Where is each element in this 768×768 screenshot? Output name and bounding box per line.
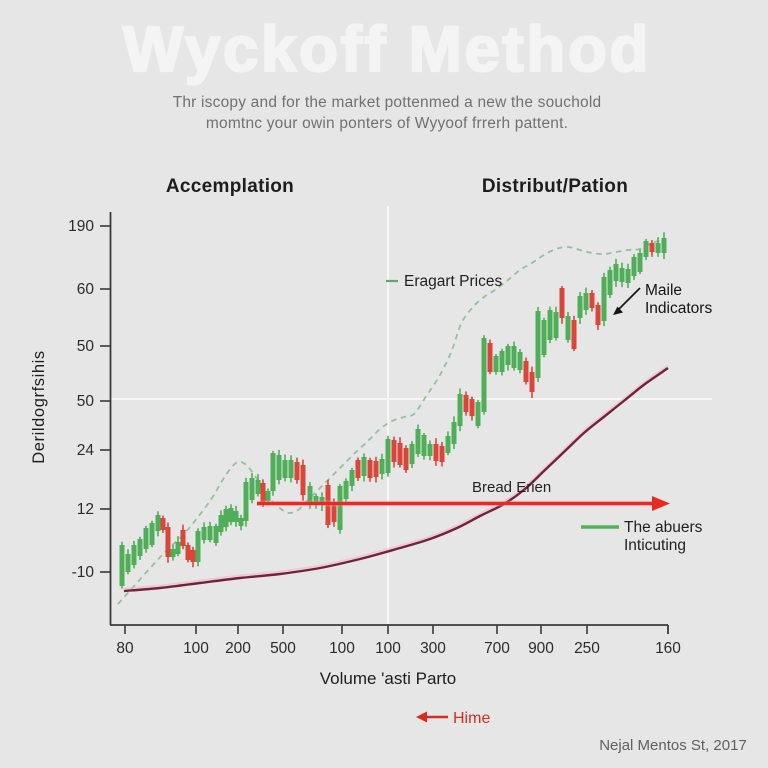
svg-text:900: 900 bbox=[528, 640, 554, 657]
svg-text:Eragart Prices: Eragart Prices bbox=[404, 273, 502, 290]
svg-text:190: 190 bbox=[68, 218, 94, 235]
svg-text:24: 24 bbox=[77, 442, 95, 459]
svg-text:Volume 'asti Parto: Volume 'asti Parto bbox=[320, 669, 456, 688]
svg-text:Bread Erien: Bread Erien bbox=[472, 479, 551, 496]
svg-text:200: 200 bbox=[225, 640, 251, 657]
svg-text:Maile: Maile bbox=[645, 282, 682, 299]
svg-text:Inticuting: Inticuting bbox=[624, 537, 686, 554]
svg-text:momtnc your owin ponters of Wy: momtnc your owin ponters of Wyyoof frrer… bbox=[206, 115, 568, 132]
svg-text:300: 300 bbox=[420, 640, 446, 657]
svg-text:50: 50 bbox=[77, 393, 95, 410]
svg-text:50: 50 bbox=[77, 338, 95, 355]
svg-text:Hime: Hime bbox=[453, 710, 490, 727]
svg-text:100: 100 bbox=[375, 640, 401, 657]
svg-text:Distribut/Pation: Distribut/Pation bbox=[482, 176, 628, 197]
svg-text:Wyckoff Method: Wyckoff Method bbox=[123, 13, 651, 85]
svg-text:160: 160 bbox=[655, 640, 681, 657]
svg-text:100: 100 bbox=[329, 640, 355, 657]
svg-text:Thr iscopy and for the market: Thr iscopy and for the market pottenmed … bbox=[173, 94, 602, 111]
svg-text:60: 60 bbox=[77, 281, 95, 298]
svg-text:12: 12 bbox=[77, 501, 94, 518]
svg-text:Indicators: Indicators bbox=[645, 300, 712, 317]
svg-text:The abuers: The abuers bbox=[624, 519, 703, 536]
svg-text:80: 80 bbox=[116, 640, 134, 657]
svg-text:Nejal Mentos St, 2017: Nejal Mentos St, 2017 bbox=[599, 737, 747, 754]
svg-text:500: 500 bbox=[270, 640, 296, 657]
svg-text:Derildogrfsihis: Derildogrfsihis bbox=[30, 350, 48, 464]
svg-text:-10: -10 bbox=[72, 564, 95, 581]
svg-text:Accemplation: Accemplation bbox=[166, 176, 294, 197]
svg-text:250: 250 bbox=[574, 640, 600, 657]
svg-text:100: 100 bbox=[183, 640, 209, 657]
svg-text:700: 700 bbox=[484, 640, 510, 657]
